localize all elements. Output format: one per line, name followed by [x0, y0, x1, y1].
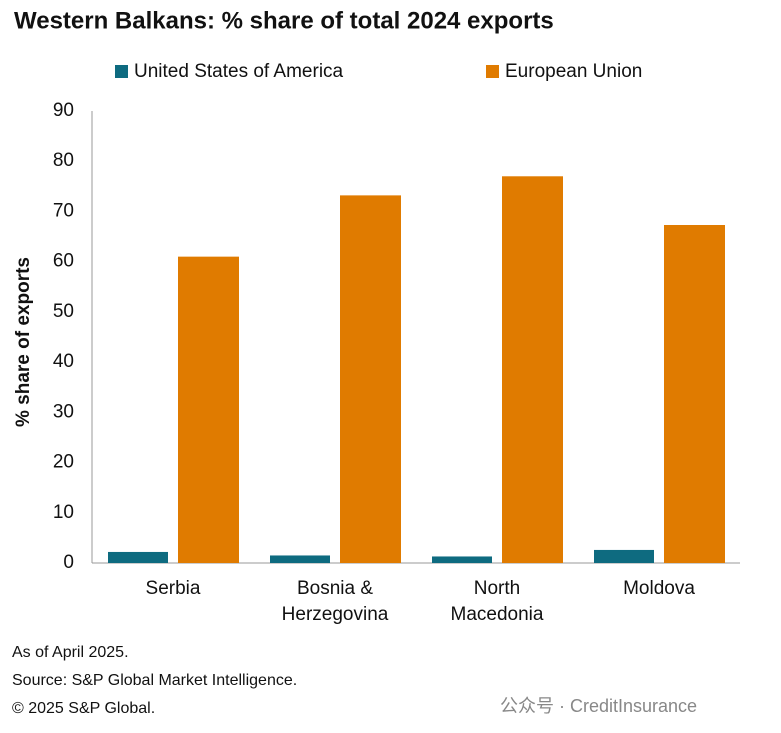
- y-tick-label: 80: [53, 150, 74, 171]
- y-tick-label: 20: [53, 452, 74, 473]
- bar: [432, 556, 492, 563]
- bar: [664, 225, 725, 563]
- watermark: 公众号 · CreditInsurance: [500, 696, 698, 716]
- bar: [270, 555, 330, 563]
- footnote: © 2025 S&P Global.: [12, 700, 156, 717]
- legend-label: United States of America: [134, 61, 344, 82]
- y-tick-label: 10: [53, 502, 74, 523]
- y-tick-label: 70: [53, 200, 74, 221]
- chart-title: Western Balkans: % share of total 2024 e…: [14, 7, 554, 34]
- x-tick-label: Bosnia & Herzegovina: [281, 578, 389, 625]
- y-tick-label: 30: [53, 401, 74, 422]
- footnote: Source: S&P Global Market Intelligence.: [12, 672, 298, 689]
- legend-swatch: [115, 65, 128, 78]
- x-tick-label: Moldova: [623, 578, 695, 599]
- y-tick-label: 40: [53, 351, 74, 372]
- legend-label: European Union: [505, 61, 642, 82]
- y-tick-label: 0: [63, 552, 74, 573]
- legend-swatch: [486, 65, 499, 78]
- bar: [340, 195, 401, 563]
- y-tick-label: 90: [53, 100, 74, 121]
- x-tick-label: Serbia: [145, 578, 201, 599]
- bar: [178, 256, 239, 563]
- x-tick-label: North Macedonia: [450, 578, 544, 625]
- bar: [108, 551, 168, 563]
- bar: [502, 176, 563, 564]
- bar: [594, 549, 654, 563]
- y-axis-label: % share of exports: [13, 257, 34, 427]
- y-tick-label: 60: [53, 251, 74, 272]
- footnote: As of April 2025.: [12, 644, 129, 661]
- y-tick-label: 50: [53, 301, 74, 322]
